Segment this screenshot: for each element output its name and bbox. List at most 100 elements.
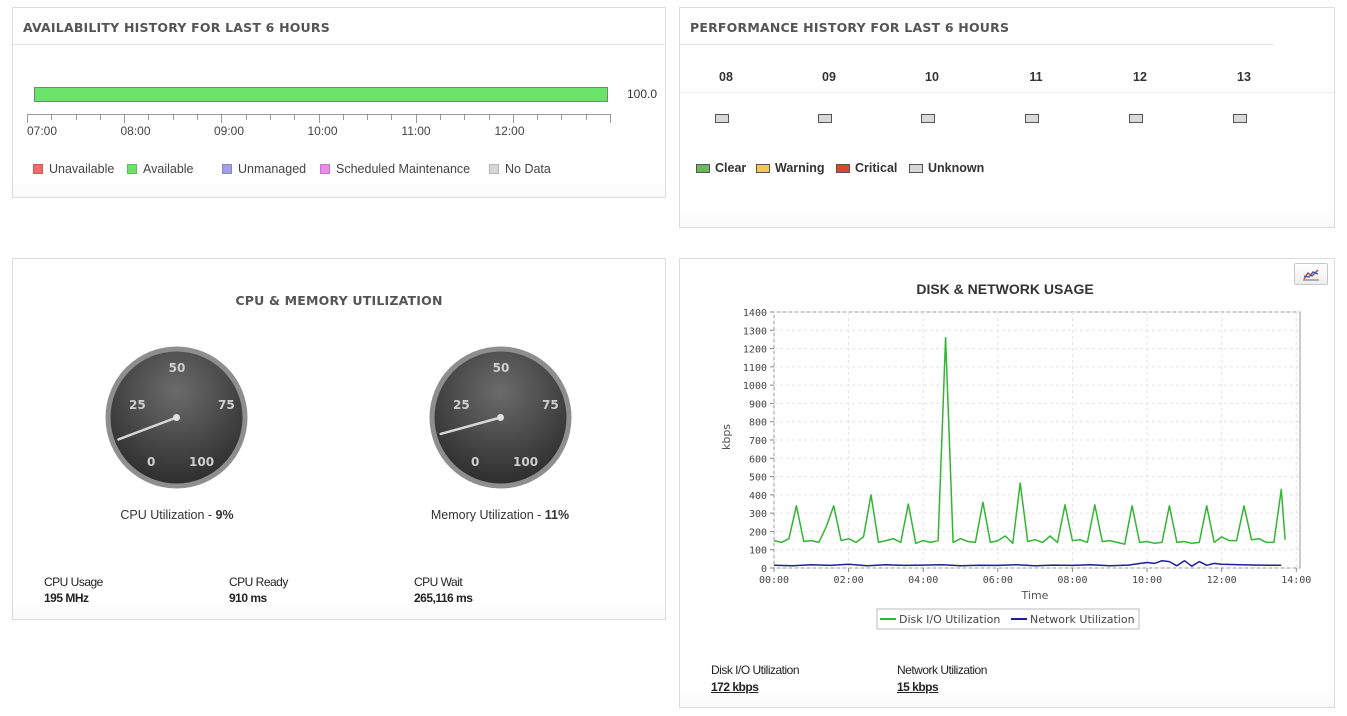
legend-label-available: Available (143, 162, 194, 176)
legend-swatch-no-data (489, 164, 499, 174)
legend-label-network: Network Utilization (1030, 613, 1135, 626)
stat-cpu-ready-value: 910 ms (229, 591, 267, 605)
availability-axis-tick (124, 114, 126, 123)
disk-network-chart: DISK & NETWORK USAGE 0 100 200 300 400 500 600… (720, 281, 1311, 630)
availability-axis-tick (367, 114, 369, 120)
perf-legend-clear: Clear (696, 161, 746, 175)
availability-axis-tick (488, 114, 490, 120)
cpu-gauge: 25 50 75 0 100 (105, 346, 248, 489)
cpu-gauge-tick-100: 100 (189, 455, 214, 469)
availability-value: 100.0 (627, 87, 658, 101)
legend-label-disk-io: Disk I/O Utilization (899, 613, 1000, 626)
availability-axis-tick (610, 114, 611, 123)
x-tick-label: 10:00 (1132, 575, 1162, 586)
y-tick-label: 0 (761, 564, 767, 575)
legend-item-scheduled-maintenance: Scheduled Maintenance (320, 162, 470, 176)
y-tick-label: 500 (749, 473, 767, 484)
x-tick-label: 02:00 (834, 575, 864, 586)
availability-time-label: 12:00 (494, 124, 525, 138)
memory-gauge-tick-25: 25 (453, 398, 470, 412)
y-tick-label: 1100 (743, 363, 767, 374)
y-tick-label: 1300 (743, 326, 767, 337)
y-tick-label: 1000 (743, 381, 767, 392)
perf-legend-swatch-critical (836, 163, 850, 173)
performance-panel: PERFORMANCE HISTORY FOR LAST 6 HOURS 08 … (679, 7, 1335, 228)
availability-axis-tick (439, 114, 441, 120)
series-line-disk-io[interactable] (773, 336, 1286, 545)
memory-gauge-tick-50: 50 (493, 361, 510, 375)
availability-axis-tick (512, 114, 514, 123)
stat-cpu-wait: CPU Wait 265,116 ms (414, 575, 473, 605)
perf-legend-unknown: Unknown (909, 161, 984, 175)
availability-time-label: 11:00 (401, 124, 431, 138)
availability-axis-tick (269, 114, 271, 120)
memory-gauge: 25 50 75 0 100 (429, 346, 572, 489)
cpu-gauge-tick-0: 0 (147, 455, 155, 469)
perf-legend-warning: Warning (756, 161, 825, 175)
y-tick-label: 700 (749, 436, 767, 447)
legend-swatch-unavailable (33, 164, 43, 174)
cpu-utilization-value: 9% (215, 508, 234, 522)
hour-status-10[interactable] (921, 114, 935, 123)
perf-legend-label-unknown: Unknown (928, 161, 985, 175)
perf-legend-swatch-warning (756, 163, 770, 173)
x-axis-label: Time (1021, 589, 1049, 602)
availability-axis-tick (561, 114, 563, 120)
disk-network-panel: DISK & NETWORK USAGE 0 100 200 300 400 500 600… (679, 258, 1335, 708)
hour-status-13[interactable] (1233, 114, 1247, 123)
y-tick-label: 800 (749, 418, 767, 429)
cpu-gauge-tick-75: 75 (218, 398, 235, 412)
series-line-network[interactable] (773, 559, 1282, 567)
x-tick-label: 14:00 (1281, 575, 1311, 586)
perf-legend-swatch-unknown (909, 163, 923, 173)
hour-status-09[interactable] (818, 114, 832, 123)
availability-axis-tick (197, 114, 199, 120)
x-tick-label: 04:00 (908, 575, 938, 586)
y-tick-label: 200 (749, 527, 767, 538)
stat-disk-io-value[interactable]: 172 kbps (711, 680, 759, 694)
legend-swatch-scheduled-maintenance (320, 164, 330, 174)
availability-bar[interactable] (34, 87, 608, 102)
availability-time-label: 10:00 (307, 124, 338, 138)
legend-label-no-data: No Data (505, 162, 551, 176)
stat-disk-io: Disk I/O Utilization 172 kbps (711, 663, 800, 694)
perf-legend-label-clear: Clear (715, 161, 747, 175)
stat-network-value[interactable]: 15 kbps (897, 680, 939, 694)
performance-header-divider (680, 44, 1274, 45)
hour-label-08: 08 (719, 70, 733, 84)
availability-axis-tick (221, 114, 223, 123)
performance-title: PERFORMANCE HISTORY FOR LAST 6 HOURS (690, 20, 1010, 35)
cpu-gauge-needle (117, 416, 178, 441)
availability-axis-tick (585, 114, 587, 120)
y-tick-label: 400 (749, 491, 767, 502)
hour-label-11: 11 (1029, 70, 1043, 84)
perf-legend-label-warning: Warning (775, 161, 825, 175)
hour-label-10: 10 (925, 70, 939, 84)
hour-status-08[interactable] (715, 114, 729, 123)
memory-gauge-tick-0: 0 (471, 455, 479, 469)
availability-axis-tick (464, 114, 466, 120)
hour-label-13: 13 (1237, 70, 1251, 84)
chart-legend: Disk I/O Utilization Network Utilization (876, 608, 1140, 630)
y-tick-label: 1400 (743, 308, 767, 319)
perf-legend-swatch-clear (696, 163, 710, 173)
hour-status-11[interactable] (1025, 114, 1039, 123)
chart-type-button[interactable] (1294, 263, 1328, 285)
y-axis-label: kbps (720, 424, 733, 450)
cpu-utilization-caption: CPU Utilization - 9% (120, 508, 233, 522)
legend-item-unmanaged: Unmanaged (222, 162, 306, 176)
memory-gauge-tick-100: 100 (513, 455, 538, 469)
availability-axis-tick (148, 114, 150, 120)
memory-utilization-label: Memory Utilization - (430, 508, 545, 522)
cpu-memory-panel: CPU & MEMORY UTILIZATION 25 50 75 0 100 … (12, 258, 666, 620)
hour-status-12[interactable] (1129, 114, 1143, 123)
availability-axis-tick (245, 114, 247, 120)
legend-label-scheduled-maintenance: Scheduled Maintenance (336, 162, 471, 176)
y-tick-label: 900 (749, 399, 767, 410)
availability-panel: AVAILABILITY HISTORY FOR LAST 6 HOURS 10… (12, 7, 666, 198)
perf-legend-label-critical: Critical (855, 161, 898, 175)
availability-axis-tick (537, 114, 539, 120)
stat-cpu-wait-label: CPU Wait (414, 575, 463, 589)
legend-item-unavailable: Unavailable (33, 162, 114, 176)
availability-axis-tick (75, 114, 77, 120)
